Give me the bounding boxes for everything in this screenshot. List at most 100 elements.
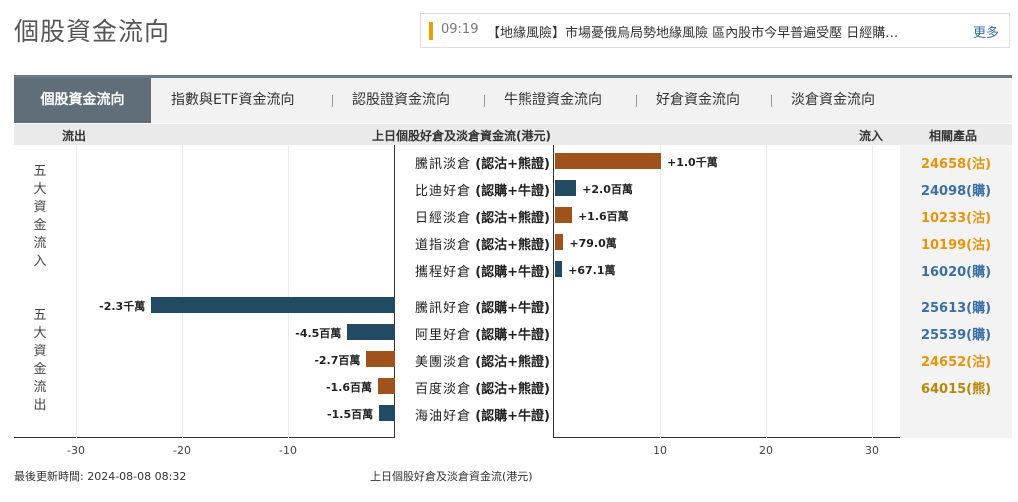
row-product-type: (認沽+熊證) [475,211,550,226]
row-stock-name: 道指 [415,238,443,253]
row-label: 騰訊好倉 (認購+牛證) [400,297,550,316]
bar-value-label: +79.0萬 [569,235,616,251]
row-label: 騰訊淡倉 (認沽+熊證) [400,153,550,172]
x-tick: 10 [653,444,667,457]
tab-separator [771,95,772,107]
bar-value-label: +67.1萬 [568,262,615,278]
row-stock-name: 攜程 [415,265,443,280]
tab-bar: 個股資金流向 指數與ETF資金流向 認股證資金流向 牛熊證資金流向 好倉資金流向… [14,75,1012,123]
chart-title: 上日個股好倉及淡倉資金流(港元) [372,127,551,144]
row-product-type: (認購+牛證) [475,409,550,424]
tab-warrant-flow[interactable]: 認股證資金流向 [352,78,450,123]
outflow-label: 流出 [62,127,86,144]
row-label: 比迪好倉 (認購+牛證) [400,180,550,199]
row-position-side: 好倉 [443,301,471,316]
bar-value-label: +1.0千萬 [667,154,718,170]
ticker-time: 09:19 [441,22,478,37]
flow-bar[interactable] [347,324,395,340]
row-product-type: (認購+牛證) [475,265,550,280]
row-position-side: 淡倉 [443,238,471,253]
row-position-side: 好倉 [443,328,471,343]
row-label: 阿里好倉 (認購+牛證) [400,324,550,343]
bar-value-label: -1.5百萬 [327,406,373,422]
flow-bar[interactable] [555,207,572,223]
row-stock-name: 騰訊 [415,157,443,172]
news-ticker[interactable]: 09:19 【地緣風險】市場憂俄烏局勢地緣風險 區內股市今早普遍受壓 日經購… … [420,13,1010,48]
bar-value-label: -2.7百萬 [314,352,360,368]
row-stock-name: 阿里 [415,328,443,343]
grid-line [766,145,767,438]
outflow-group-label: 五大資金流出 [32,307,48,415]
tab-index-etf-flow[interactable]: 指數與ETF資金流向 [171,78,294,123]
related-product-link[interactable]: 24098(購) [900,180,1012,199]
row-product-type: (認沽+熊證) [475,382,550,397]
x-tick: -10 [279,444,297,457]
row-product-type: (認購+牛證) [475,184,550,199]
inflow-label: 流入 [859,127,883,144]
tab-short-flow[interactable]: 淡倉資金流向 [791,78,875,123]
inflow-group-label: 五大資金流入 [32,163,48,271]
row-label: 百度淡倉 (認沽+熊證) [400,378,550,397]
related-product-link[interactable]: 25539(購) [900,324,1012,343]
grid-line [660,145,661,438]
bar-value-label: -2.3千萬 [99,298,145,314]
row-product-type: (認沽+熊證) [475,355,550,370]
flow-bar[interactable] [555,180,576,196]
related-product-link[interactable]: 64015(熊) [900,378,1012,397]
bar-value-label: -4.5百萬 [295,325,341,341]
row-product-type: (認購+牛證) [475,328,550,343]
row-label: 攜程好倉 (認購+牛證) [400,261,550,280]
tab-separator [636,95,637,107]
grid-line [182,145,183,438]
ticker-headline[interactable]: 【地緣風險】市場憂俄烏局勢地緣風險 區內股市今早普遍受壓 日經購… [487,22,951,41]
chart-caption: 上日個股好倉及淡倉資金流(港元) [370,468,533,484]
tab-stock-flow[interactable]: 個股資金流向 [14,78,151,123]
fund-flow-chart: 五大資金流入 五大資金流出 騰訊淡倉 (認沽+熊證)+1.0千萬24658(沽)… [14,145,1012,438]
x-tick: -30 [67,444,85,457]
grid-line [872,145,873,438]
bar-value-label: +1.6百萬 [578,208,629,224]
row-label: 道指淡倉 (認沽+熊證) [400,234,550,253]
tab-cbbc-flow[interactable]: 牛熊證資金流向 [504,78,602,123]
related-product-link[interactable]: 24652(沽) [900,351,1012,370]
row-position-side: 好倉 [443,409,471,424]
row-position-side: 好倉 [443,265,471,280]
related-product-link[interactable]: 25613(購) [900,297,1012,316]
row-stock-name: 美團 [415,355,443,370]
x-tick: -20 [173,444,191,457]
bar-value-label: +2.0百萬 [582,181,633,197]
ticker-accent-bar [429,22,433,40]
row-position-side: 淡倉 [443,382,471,397]
row-label: 海油好倉 (認購+牛證) [400,405,550,424]
chart-header: 流出 上日個股好倉及淡倉資金流(港元) 流入 相關產品 [14,124,1012,145]
products-header: 相關產品 [929,127,977,144]
flow-bar[interactable] [378,378,395,394]
row-position-side: 淡倉 [443,211,471,226]
tab-long-flow[interactable]: 好倉資金流向 [656,78,740,123]
flow-bar[interactable] [379,405,395,421]
row-stock-name: 比迪 [415,184,443,199]
flow-bar[interactable] [151,297,395,313]
related-product-link[interactable]: 24658(沽) [900,153,1012,172]
last-updated: 最後更新時間: 2024-08-08 08:32 [14,468,186,484]
related-product-link[interactable]: 16020(購) [900,261,1012,280]
page-title: 個股資金流向 [14,12,170,48]
row-stock-name: 騰訊 [415,301,443,316]
grid-line [76,145,77,438]
flow-bar[interactable] [555,261,562,277]
tab-separator [332,95,333,107]
flow-bar[interactable] [366,351,395,367]
x-axis: -30 -20 -10 10 20 30 [14,440,1012,460]
flow-bar[interactable] [555,153,661,169]
row-stock-name: 海油 [415,409,443,424]
flow-bar[interactable] [555,234,563,250]
row-position-side: 淡倉 [443,157,471,172]
row-stock-name: 日經 [415,211,443,226]
related-product-link[interactable]: 10233(沽) [900,207,1012,226]
row-label: 美團淡倉 (認沽+熊證) [400,351,550,370]
row-position-side: 好倉 [443,184,471,199]
ticker-more-link[interactable]: 更多 [973,22,999,41]
bar-value-label: -1.6百萬 [326,379,372,395]
related-product-link[interactable]: 10199(沽) [900,234,1012,253]
grid-line [288,145,289,438]
